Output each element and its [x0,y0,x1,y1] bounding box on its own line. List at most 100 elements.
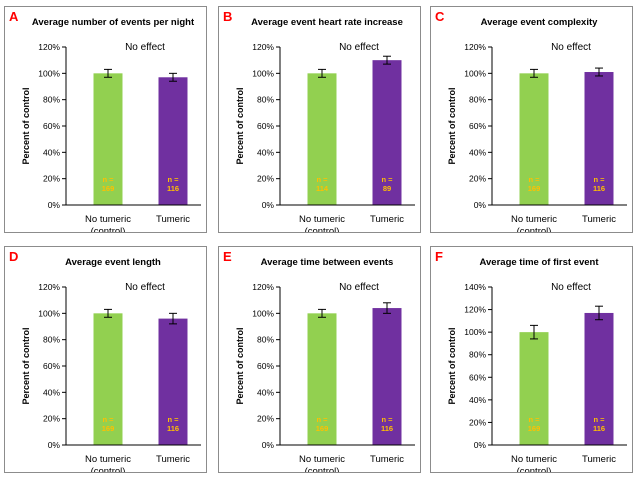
n-label: n = [381,415,393,424]
chart-title: Average event length [65,257,161,268]
y-axis-label: Percent of control [447,327,457,404]
y-tick-label: 100% [464,68,486,78]
n-label: 169 [102,424,115,433]
n-label: 116 [167,424,179,433]
n-label: n = [593,175,605,184]
y-tick-label: 20% [469,174,486,184]
y-tick-label: 0% [262,200,275,210]
bar-control [93,313,123,445]
bar-control [519,332,549,445]
y-tick-label: 80% [257,335,274,345]
n-label: 169 [102,184,115,193]
y-tick-label: 0% [474,200,487,210]
x-category-label: No tumeric [85,214,131,225]
x-category-label: Tumeric [582,214,616,225]
y-tick-label: 140% [464,282,486,292]
chart-svg: Average event length 0% 20% 40% 60% 80% 100% 12… [21,257,201,472]
bar-tumeric [372,308,402,445]
n-label: 89 [383,184,391,193]
bar-control [519,73,549,205]
y-tick-label: 60% [43,121,60,131]
y-tick-label: 80% [469,350,486,360]
annotation-no-effect: No effect [125,282,165,293]
bar-control [307,313,337,445]
annotation-no-effect: No effect [339,282,379,293]
n-label: n = [102,175,114,184]
n-label: n = [316,175,328,184]
y-tick-label: 20% [257,174,274,184]
y-tick-label: 40% [43,387,60,397]
n-label: n = [167,175,179,184]
panel-letter: E [223,249,232,264]
n-label: n = [528,175,540,184]
y-axis-label: Percent of control [21,87,31,164]
x-category-label: No tumeric [511,454,557,465]
y-tick-label: 60% [43,361,60,371]
y-tick-label: 20% [43,174,60,184]
n-label: n = [381,175,393,184]
y-tick-label: 80% [43,95,60,105]
y-tick-label: 40% [43,147,60,157]
panel-letter: B [223,9,233,24]
n-label: n = [167,415,179,424]
y-tick-label: 0% [48,200,61,210]
x-category-label: Tumeric [156,214,190,225]
bar-tumeric [372,60,402,205]
x-category-label: No tumeric [511,214,557,225]
x-category-label: Tumeric [370,214,404,225]
y-tick-label: 20% [43,414,60,424]
y-tick-label: 60% [469,121,486,131]
chart-svg: Average time of first event 0% 20% 40% 60% 80… [447,257,627,472]
n-label: 114 [316,184,329,193]
y-tick-label: 120% [464,305,486,315]
y-tick-label: 120% [252,282,274,292]
panel-letter: A [9,9,19,24]
x-category-label: (control) [91,466,126,472]
annotation-no-effect: No effect [551,282,591,293]
n-label: n = [102,415,114,424]
y-tick-label: 120% [252,42,274,52]
panel-letter: C [435,9,445,24]
bar-tumeric [584,312,614,445]
chart-title: Average event complexity [481,17,599,28]
x-category-label: (control) [91,226,126,232]
y-tick-label: 60% [257,361,274,371]
y-tick-label: 80% [43,335,60,345]
y-tick-label: 60% [257,121,274,131]
y-tick-label: 20% [257,414,274,424]
x-category-label: No tumeric [299,214,345,225]
n-label: n = [593,415,605,424]
n-label: 116 [593,184,605,193]
y-axis-label: Percent of control [21,327,31,404]
n-label: 116 [593,424,605,433]
y-tick-label: 100% [252,68,274,78]
y-axis-label: Percent of control [235,87,245,164]
y-tick-label: 100% [464,327,486,337]
chart-svg: Average event complexity 0% 20% 40% 60% 80% 10… [447,17,627,232]
chart-panel-d: D Average event length 0% 20% 40% 60% 80% 100% 1… [4,246,207,473]
x-category-label: Tumeric [156,454,190,465]
y-tick-label: 0% [48,440,61,450]
bar-control [93,73,123,205]
y-tick-label: 20% [469,417,486,427]
bar-tumeric [584,72,614,206]
y-tick-label: 100% [38,308,60,318]
chart-panel-c: C Average event complexity 0% 20% 40% 60% 80% 1… [430,6,633,233]
y-tick-label: 80% [469,95,486,105]
y-tick-label: 40% [257,387,274,397]
annotation-no-effect: No effect [125,42,165,53]
y-axis-label: Percent of control [235,327,245,404]
y-tick-label: 120% [38,42,60,52]
chart-svg: Average event heart rate increase 0% 20% 40… [235,17,415,232]
bar-tumeric [158,77,188,205]
chart-title: Average number of events per night [32,17,195,28]
x-category-label: No tumeric [299,454,345,465]
chart-svg: Average number of events per night 0% 20% 4… [21,17,201,232]
y-tick-label: 120% [38,282,60,292]
x-category-label: (control) [305,226,340,232]
x-category-label: No tumeric [85,454,131,465]
chart-panel-e: E Average time between events 0% 20% 40% 60% 8… [218,246,421,473]
y-tick-label: 120% [464,42,486,52]
n-label: 169 [528,184,541,193]
bar-control [307,73,337,205]
